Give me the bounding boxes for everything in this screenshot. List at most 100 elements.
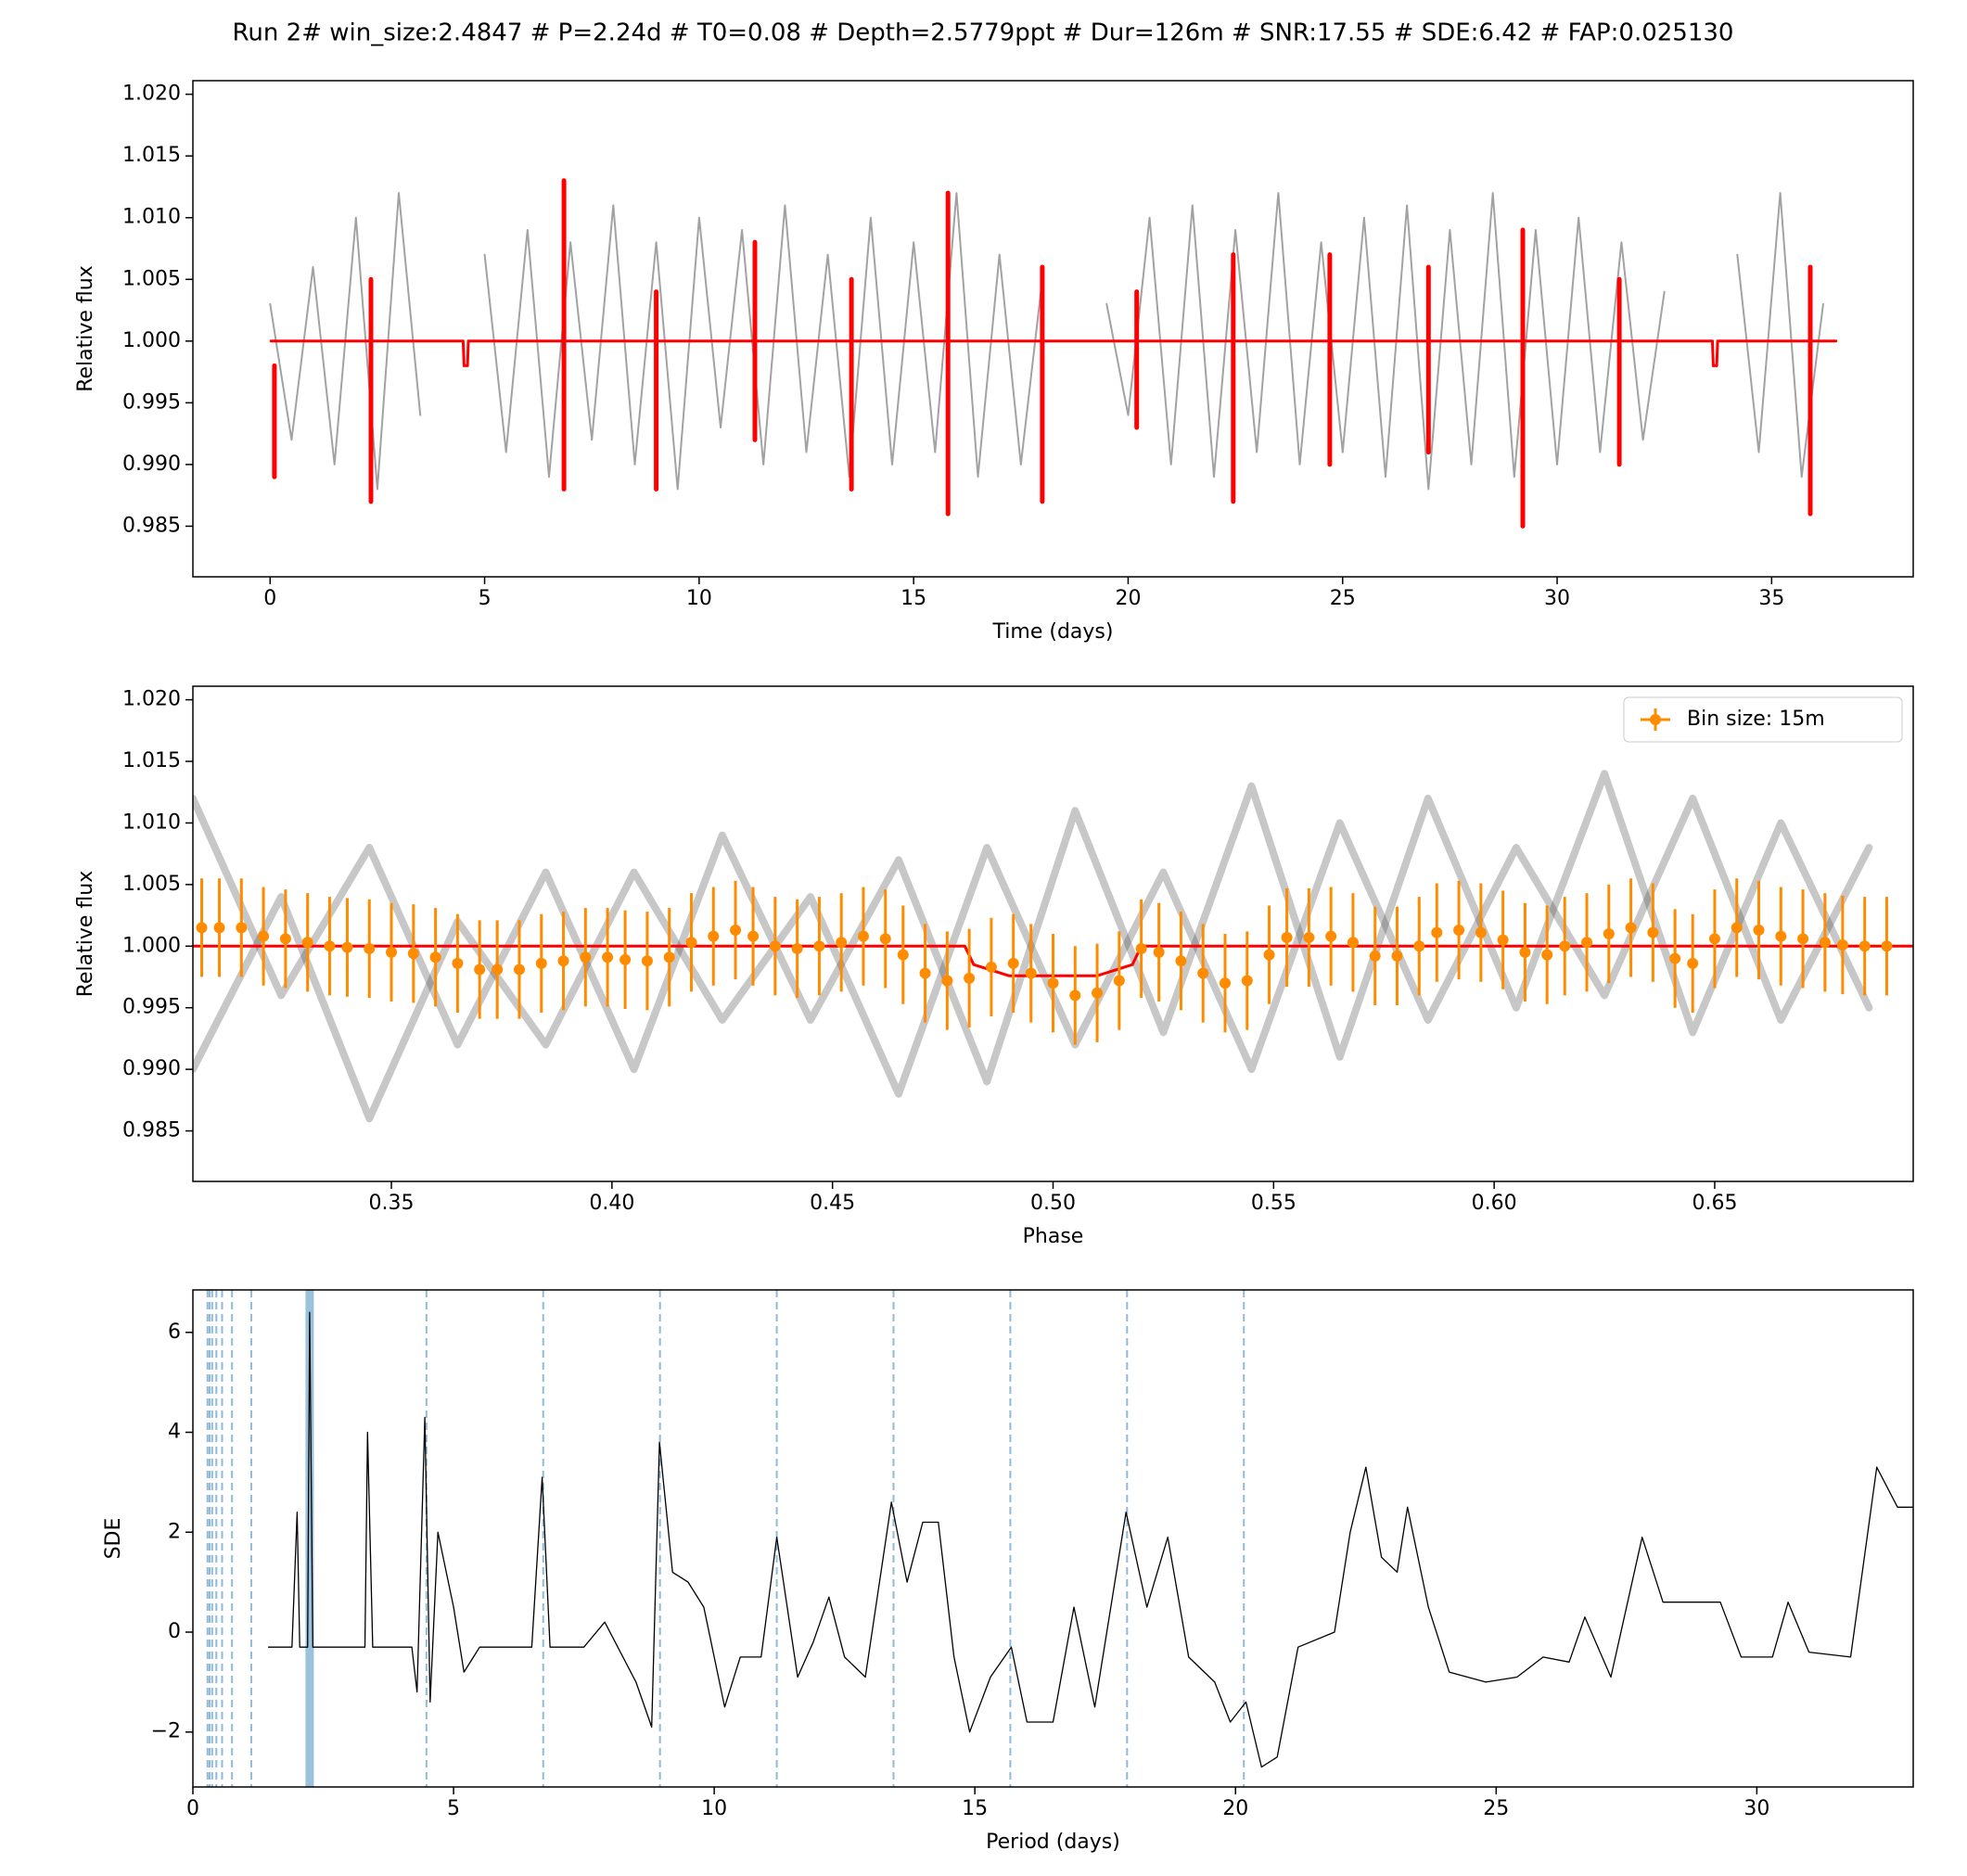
legend-marker [1650, 714, 1661, 725]
bin-point [1092, 987, 1104, 999]
bin-point [301, 937, 313, 949]
y-axis-label: Relative flux [74, 265, 97, 392]
bin-point [1475, 926, 1487, 938]
bin-point [1541, 949, 1553, 961]
bin-point [1263, 949, 1275, 961]
x-tick-label: 30 [1544, 587, 1570, 610]
bin-point [1047, 977, 1059, 989]
x-tick-label: 35 [1758, 587, 1784, 610]
y-tick-label: 1.010 [122, 810, 181, 834]
bin-point [1153, 946, 1165, 958]
y-axis-label: Relative flux [74, 871, 97, 998]
bin-point [236, 922, 248, 934]
y-axis-label: SDE [102, 1518, 125, 1560]
x-tick-label: 0.45 [810, 1192, 855, 1215]
bin-point [1369, 950, 1381, 962]
bin-point [1453, 925, 1465, 937]
bin-point [341, 941, 353, 953]
bin-point [196, 922, 208, 934]
x-tick-label: 0 [186, 1797, 199, 1820]
bin-point [1581, 937, 1593, 949]
bin-point [557, 955, 569, 967]
y-tick-label: 2 [168, 1520, 181, 1543]
y-tick-label: 0 [168, 1620, 181, 1643]
y-tick-label: 0.985 [122, 514, 181, 537]
bin-point [1303, 931, 1315, 943]
plot-area [269, 178, 1838, 529]
bin-point [1669, 952, 1681, 964]
legend-box [1623, 696, 1903, 743]
bin-point [1647, 926, 1659, 938]
y-tick-label: 0.990 [122, 1057, 181, 1080]
bin-point [1819, 937, 1831, 949]
bin-point [1687, 957, 1699, 969]
plot-area [206, 1290, 1913, 1787]
y-tick-label: 0.985 [122, 1119, 181, 1142]
bin-point [1881, 940, 1893, 952]
x-axis-label: Phase [1023, 1225, 1084, 1248]
x-tick-label: 25 [1483, 1797, 1509, 1820]
bin-point [1497, 934, 1509, 946]
bin-point [1241, 975, 1253, 987]
bin-point [1197, 967, 1209, 979]
bin-point [1413, 940, 1425, 952]
bin-point [769, 940, 781, 952]
x-tick-label: 0.65 [1692, 1192, 1737, 1215]
bin-point [1731, 922, 1743, 934]
y-tick-label: 1.020 [122, 83, 181, 106]
axes-frame [192, 80, 1914, 578]
bin-point [1559, 940, 1571, 952]
y-tick-label: 1.015 [122, 144, 181, 167]
bin-point [1603, 928, 1615, 939]
x-axis-label: Time (days) [992, 620, 1114, 644]
bin-point [535, 957, 547, 969]
bin-point [492, 964, 504, 976]
bin-point [857, 930, 869, 942]
bin-point [985, 961, 997, 973]
bin-point [513, 964, 525, 976]
x-tick-label: 10 [686, 587, 712, 610]
x-tick-label: 15 [962, 1797, 988, 1820]
bin-point [324, 940, 336, 952]
bin-point [641, 955, 653, 967]
bin-point [1431, 926, 1443, 938]
x-tick-label: 0.55 [1251, 1192, 1296, 1215]
x-tick-label: 30 [1743, 1797, 1769, 1820]
axes-frame [192, 1289, 1914, 1788]
x-tick-label: 5 [447, 1797, 460, 1820]
y-tick-label: 1.005 [122, 267, 181, 290]
y-tick-label: 4 [168, 1421, 181, 1444]
bin-point [708, 930, 720, 942]
y-tick-label: 1.020 [122, 688, 181, 711]
series-line [269, 339, 1838, 367]
bin-point [1025, 967, 1037, 979]
bin-point [1519, 946, 1531, 958]
bin-point [1391, 950, 1403, 962]
bin-point [1069, 989, 1081, 1002]
bin-point [663, 951, 675, 964]
y-tick-label: 1.000 [122, 934, 181, 957]
bin-point [685, 937, 697, 949]
bin-point [1775, 930, 1787, 942]
y-tick-label: 1.000 [122, 329, 181, 352]
bin-point [1858, 940, 1871, 952]
x-tick-label: 20 [1222, 1797, 1248, 1820]
bin-point [1113, 975, 1125, 987]
plot-area [193, 770, 1913, 1123]
x-tick-label: 0.35 [369, 1192, 415, 1215]
y-tick-label: 0.995 [122, 996, 181, 1019]
bin-point [836, 937, 848, 949]
y-tick-label: 1.010 [122, 206, 181, 229]
bin-point [813, 940, 825, 952]
bin-point [1220, 977, 1231, 989]
x-tick-label: 0.50 [1030, 1192, 1076, 1215]
bin-point [1753, 925, 1765, 937]
x-tick-label: 20 [1115, 587, 1141, 610]
y-tick-label: 6 [168, 1321, 181, 1344]
bin-point [1281, 931, 1293, 943]
x-tick-label: 0.40 [589, 1192, 634, 1215]
bin-point [213, 922, 225, 934]
x-tick-label: 15 [900, 587, 926, 610]
bin-point [429, 951, 441, 964]
